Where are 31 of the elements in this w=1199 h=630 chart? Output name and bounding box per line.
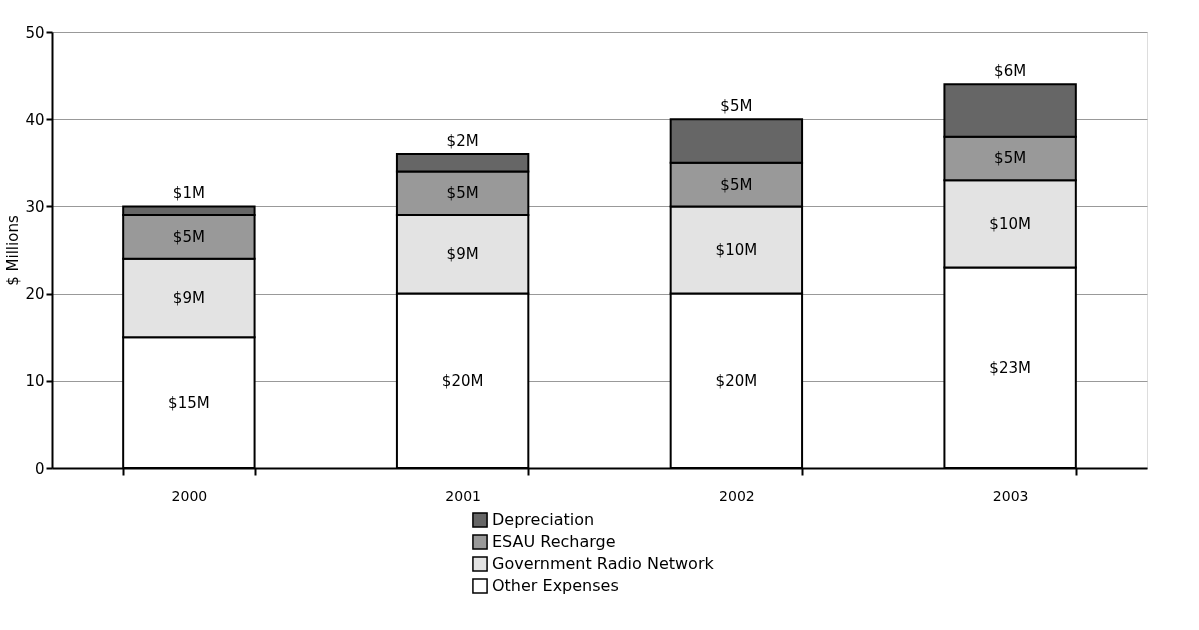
data-label: $10M	[989, 214, 1031, 233]
x-tick-label: 2002	[719, 487, 755, 504]
data-label: $5M	[446, 184, 479, 203]
y-tick-label: 10	[25, 372, 45, 391]
data-label: $9M	[172, 288, 205, 307]
y-tick-label: 0	[34, 459, 45, 478]
data-label: $5M	[720, 97, 753, 116]
legend-label: Other Expenses	[492, 576, 619, 595]
data-label: $20M	[715, 371, 758, 390]
data-label: $5M	[172, 227, 205, 246]
y-tick-label: 20	[25, 285, 45, 304]
legend-label: ESAU Recharge	[492, 532, 616, 551]
data-label: $5M	[720, 175, 753, 194]
data-label: $15M	[168, 393, 210, 412]
y-axis-title: $ Millions	[4, 215, 23, 286]
data-label: $20M	[441, 371, 484, 390]
x-tick-label: 2003	[992, 487, 1029, 504]
data-label: $9M	[446, 245, 479, 264]
x-tick-label: 2001	[445, 487, 481, 504]
legend-label: Depreciation	[492, 510, 595, 529]
data-label: $6M	[994, 62, 1027, 81]
y-tick-label: 30	[25, 197, 45, 216]
data-label: $2M	[446, 132, 479, 151]
data-label: $23M	[989, 358, 1031, 377]
data-label: $10M	[715, 241, 758, 259]
y-tick-label: 40	[25, 110, 45, 129]
x-tick-label: 2000	[171, 487, 208, 504]
legend-label: Government Radio Network	[492, 554, 715, 573]
data-label: $1M	[172, 184, 205, 203]
y-tick-label: 50	[25, 23, 45, 42]
data-label: $5M	[994, 149, 1027, 168]
